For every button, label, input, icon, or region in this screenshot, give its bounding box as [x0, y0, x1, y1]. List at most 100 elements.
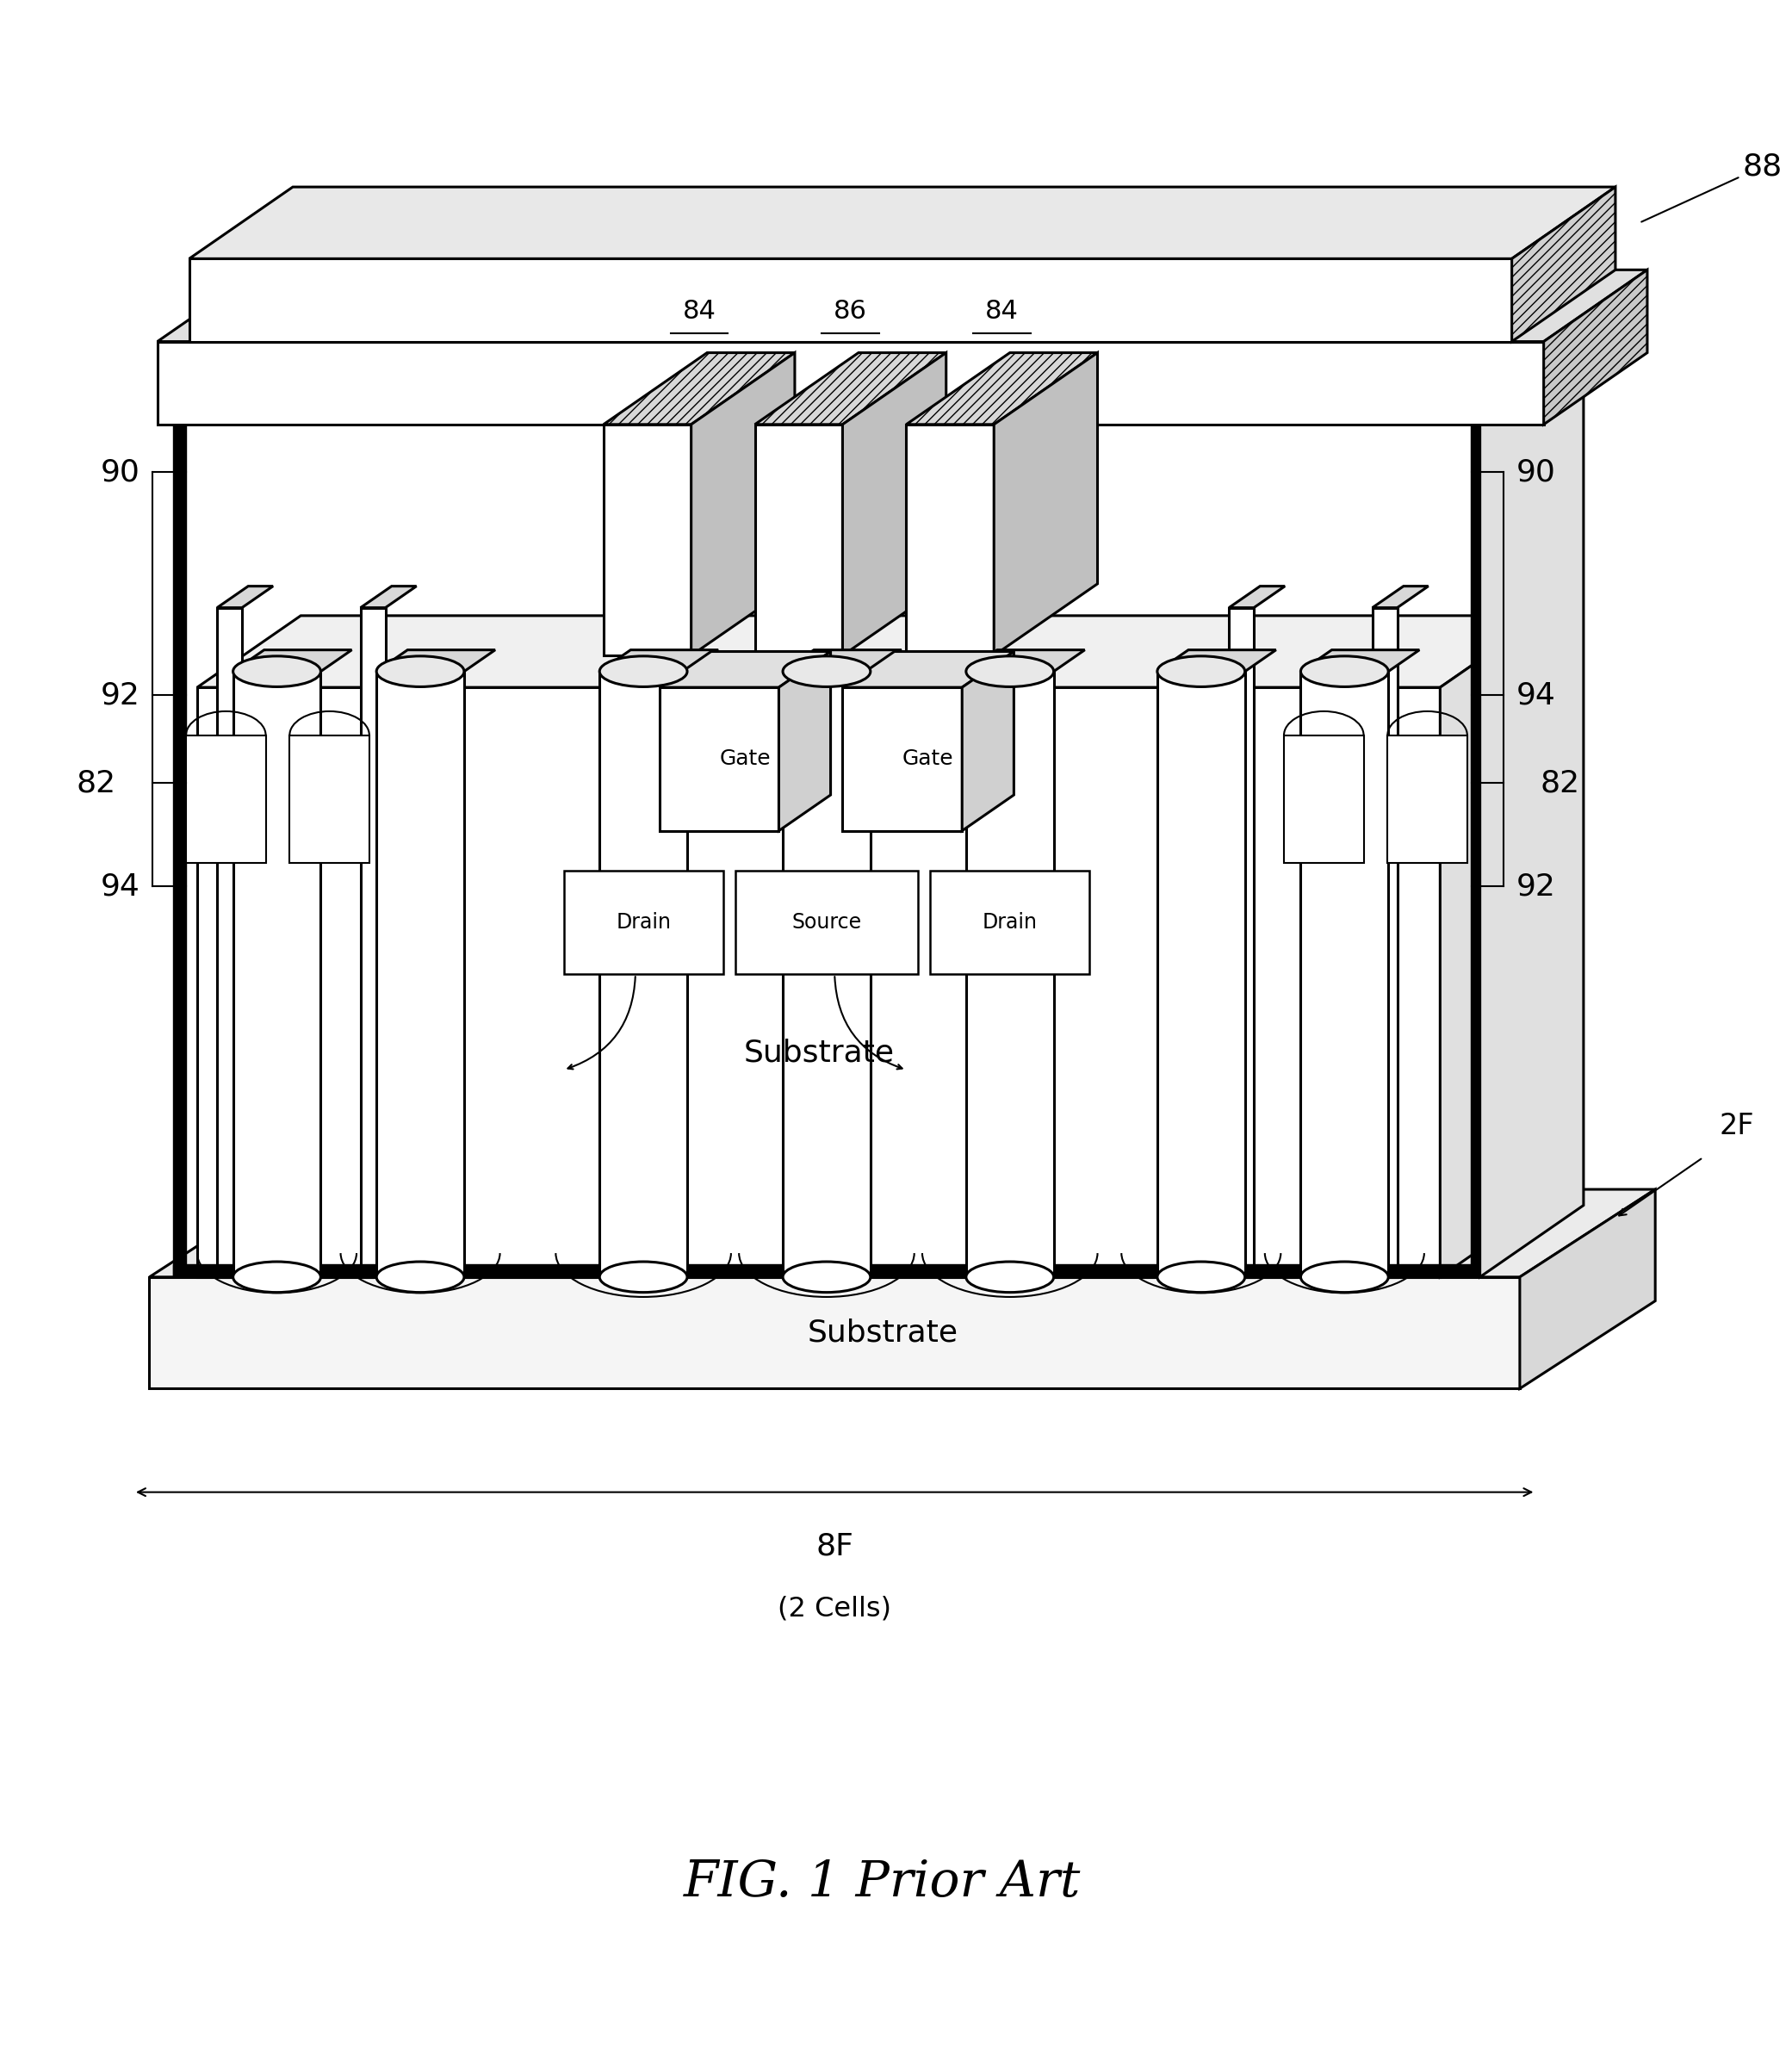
Text: FIG. 1 Prior Art: FIG. 1 Prior Art [685, 1858, 1081, 1908]
Text: Drain: Drain [982, 913, 1038, 933]
FancyBboxPatch shape [174, 1265, 1480, 1277]
Polygon shape [360, 587, 416, 608]
FancyBboxPatch shape [1301, 672, 1389, 1277]
Ellipse shape [600, 655, 686, 686]
FancyBboxPatch shape [290, 735, 369, 863]
Polygon shape [1543, 270, 1647, 424]
Polygon shape [659, 651, 831, 688]
Polygon shape [692, 352, 796, 655]
FancyBboxPatch shape [197, 688, 1441, 1277]
FancyBboxPatch shape [149, 1277, 1520, 1388]
Polygon shape [197, 616, 1543, 688]
Text: Gate: Gate [903, 748, 953, 770]
FancyBboxPatch shape [190, 260, 1512, 342]
Ellipse shape [376, 655, 464, 686]
Polygon shape [233, 649, 351, 672]
Text: 84: 84 [683, 299, 715, 323]
Ellipse shape [233, 655, 321, 686]
Polygon shape [783, 649, 901, 672]
Text: Gate: Gate [719, 748, 771, 770]
Polygon shape [995, 352, 1097, 655]
Ellipse shape [376, 1261, 464, 1292]
Ellipse shape [1301, 1261, 1389, 1292]
Text: 82: 82 [1541, 768, 1581, 797]
Polygon shape [174, 340, 1584, 412]
Ellipse shape [1158, 655, 1245, 686]
FancyBboxPatch shape [783, 672, 871, 1277]
Ellipse shape [1301, 655, 1389, 686]
Ellipse shape [600, 1261, 686, 1292]
FancyBboxPatch shape [564, 871, 722, 974]
Polygon shape [217, 587, 272, 608]
Text: 90: 90 [1516, 457, 1555, 486]
FancyBboxPatch shape [604, 424, 692, 655]
Text: 92: 92 [1516, 871, 1555, 900]
Text: Source: Source [792, 913, 862, 933]
Text: 94: 94 [100, 871, 140, 900]
FancyBboxPatch shape [186, 735, 265, 863]
FancyBboxPatch shape [930, 871, 1090, 974]
FancyBboxPatch shape [842, 688, 962, 830]
FancyBboxPatch shape [966, 672, 1054, 1277]
Polygon shape [1512, 187, 1615, 342]
FancyBboxPatch shape [600, 672, 686, 1277]
FancyBboxPatch shape [1158, 672, 1245, 1277]
FancyBboxPatch shape [1471, 412, 1484, 1277]
Polygon shape [907, 352, 1097, 424]
Ellipse shape [966, 1261, 1054, 1292]
Polygon shape [842, 651, 1014, 688]
Ellipse shape [1158, 1261, 1245, 1292]
Polygon shape [1301, 649, 1419, 672]
Polygon shape [754, 352, 946, 424]
Text: Substrate: Substrate [806, 1318, 957, 1347]
Polygon shape [190, 187, 1615, 260]
FancyBboxPatch shape [1387, 735, 1468, 863]
Polygon shape [1158, 649, 1276, 672]
Polygon shape [1520, 1189, 1656, 1388]
FancyBboxPatch shape [174, 412, 1480, 424]
FancyBboxPatch shape [217, 608, 242, 1277]
FancyBboxPatch shape [174, 412, 186, 1277]
FancyBboxPatch shape [376, 672, 464, 1277]
Text: 88: 88 [1641, 152, 1783, 222]
Text: 80: 80 [796, 904, 842, 941]
Polygon shape [376, 649, 495, 672]
Text: 92: 92 [100, 680, 140, 711]
FancyBboxPatch shape [233, 672, 321, 1277]
Polygon shape [1229, 587, 1285, 608]
Text: 86: 86 [833, 299, 867, 323]
Polygon shape [158, 270, 1647, 342]
FancyBboxPatch shape [1373, 608, 1398, 1277]
FancyBboxPatch shape [158, 342, 1543, 424]
Text: 84: 84 [986, 299, 1018, 323]
FancyBboxPatch shape [907, 424, 995, 655]
Ellipse shape [783, 1261, 871, 1292]
Polygon shape [604, 352, 796, 424]
Ellipse shape [783, 655, 871, 686]
Polygon shape [1441, 616, 1543, 1277]
Text: 8F: 8F [815, 1533, 853, 1561]
FancyBboxPatch shape [659, 688, 780, 830]
Polygon shape [842, 352, 946, 655]
Polygon shape [966, 649, 1084, 672]
FancyBboxPatch shape [754, 424, 842, 655]
Polygon shape [600, 649, 719, 672]
Polygon shape [1480, 340, 1584, 1277]
FancyBboxPatch shape [1229, 608, 1254, 1277]
Polygon shape [1373, 587, 1428, 608]
Text: (2 Cells): (2 Cells) [778, 1596, 891, 1623]
Text: 90: 90 [100, 457, 140, 486]
Text: 94: 94 [1516, 680, 1555, 711]
FancyBboxPatch shape [735, 871, 918, 974]
Ellipse shape [966, 655, 1054, 686]
Ellipse shape [233, 1261, 321, 1292]
FancyBboxPatch shape [1283, 735, 1364, 863]
Polygon shape [780, 651, 831, 830]
Polygon shape [149, 1189, 1656, 1277]
Text: Drain: Drain [616, 913, 670, 933]
Polygon shape [962, 651, 1014, 830]
Text: 82: 82 [77, 768, 116, 797]
Text: 2F: 2F [1719, 1112, 1754, 1139]
FancyBboxPatch shape [360, 608, 385, 1277]
Text: Substrate: Substrate [744, 1038, 894, 1067]
